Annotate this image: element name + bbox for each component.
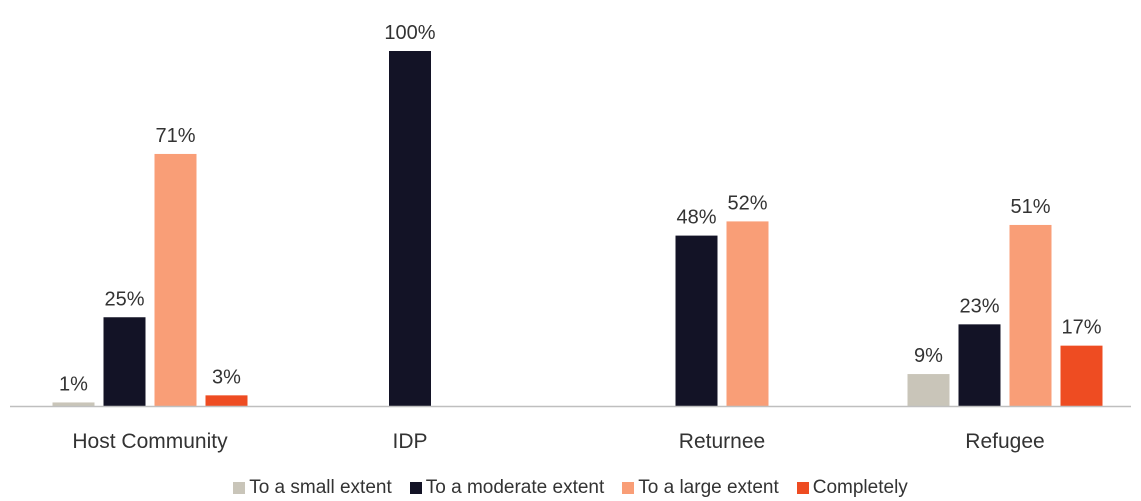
legend-label: To a large extent <box>638 477 779 498</box>
bar-1-2 <box>675 235 718 406</box>
legend-item-small-extent: To a small extent <box>233 477 392 499</box>
legend-label: Completely <box>812 477 908 498</box>
data-label: 52% <box>727 192 767 214</box>
data-label: 48% <box>676 207 716 229</box>
chart-legend: To a small extent To a moderate extent T… <box>0 477 1141 499</box>
data-label: 17% <box>1061 317 1101 339</box>
x-tick-label: Host Community <box>72 430 228 453</box>
legend-label: To a small extent <box>249 477 392 498</box>
legend-swatch <box>409 482 422 494</box>
bar-1-1 <box>389 51 431 406</box>
data-label: 25% <box>104 288 144 310</box>
data-label: 3% <box>212 366 241 388</box>
data-label: 23% <box>959 295 999 317</box>
bar-0-3 <box>907 374 950 406</box>
x-tick-label: IDP <box>392 430 427 453</box>
bar-2-2 <box>726 221 769 406</box>
legend-label: To a moderate extent <box>425 477 605 498</box>
data-label: 71% <box>155 125 195 147</box>
legend-swatch <box>796 482 809 494</box>
legend-swatch <box>622 482 635 494</box>
data-label: 9% <box>914 345 943 367</box>
x-tick-label: Refugee <box>965 430 1044 453</box>
data-label: 1% <box>59 373 88 395</box>
bar-0-0 <box>52 402 95 406</box>
bar-3-0 <box>205 395 248 406</box>
bar-1-0 <box>103 317 146 406</box>
legend-item-completely: Completely <box>796 477 908 499</box>
legend-item-large-extent: To a large extent <box>622 477 779 499</box>
legend-item-moderate-extent: To a moderate extent <box>409 477 605 499</box>
bar-3-3 <box>1060 345 1103 406</box>
bar-1-3 <box>958 324 1001 406</box>
data-label: 51% <box>1010 196 1050 218</box>
data-label: 100% <box>384 22 435 44</box>
bar-2-0 <box>154 153 197 406</box>
x-tick-label: Returnee <box>679 430 765 453</box>
legend-swatch <box>233 482 246 494</box>
bar-2-3 <box>1009 224 1052 406</box>
